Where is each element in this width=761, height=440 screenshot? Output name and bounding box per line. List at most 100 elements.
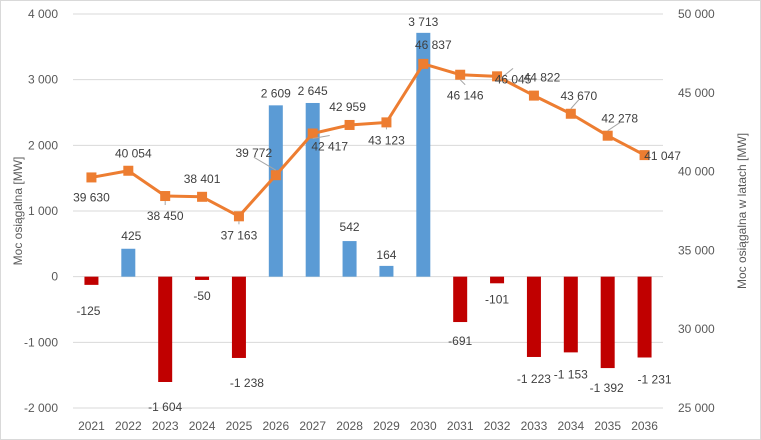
bar-data-label: 164 <box>376 248 396 262</box>
x-tick-label: 2025 <box>226 419 253 433</box>
leader-line <box>607 122 620 132</box>
x-tick-label: 2030 <box>410 419 437 433</box>
line-data-label: 46 146 <box>447 89 484 103</box>
x-tick-label: 2021 <box>78 419 105 433</box>
line-data-label: 39 772 <box>235 146 272 160</box>
bar <box>600 276 615 369</box>
y2-tick-label: 45 000 <box>678 86 715 100</box>
line-data-label: 42 417 <box>311 140 348 154</box>
line-marker <box>492 71 503 82</box>
y2-tick-label: 25 000 <box>678 401 715 415</box>
x-tick-label: 2035 <box>594 419 621 433</box>
y-tick-label: -2 000 <box>24 401 58 415</box>
leader-line <box>253 156 277 171</box>
line-data-label: 43 123 <box>368 133 405 147</box>
line-data-label: 44 822 <box>524 71 561 85</box>
bar-data-label: 3 713 <box>408 15 438 29</box>
bar-data-label: -101 <box>485 292 509 306</box>
x-tick-label: 2028 <box>336 419 363 433</box>
line-marker <box>639 150 650 161</box>
line-marker <box>455 69 466 80</box>
line-data-label: 42 278 <box>601 112 638 126</box>
bar-data-label: 2 645 <box>298 84 328 98</box>
line-data-label: 37 163 <box>221 228 258 242</box>
axis-ticks: -2 000 -1 000 0 1 000 2 000 3 000 4 000 25 000 3… <box>24 7 715 433</box>
y-tick-label: 1 000 <box>28 204 58 218</box>
line-data-label: 46 837 <box>415 38 452 52</box>
line-marker <box>270 170 281 181</box>
y-axis-title: Moc osiągalna [MW] <box>11 157 25 266</box>
bar <box>416 32 431 277</box>
line-marker <box>565 108 576 119</box>
series-line <box>91 62 646 218</box>
leader-lines <box>164 67 620 225</box>
line-marker <box>233 211 244 222</box>
x-tick-label: 2033 <box>521 419 548 433</box>
line-series <box>86 58 650 222</box>
line-marker <box>602 130 613 141</box>
y-tick-label: 0 <box>51 270 58 284</box>
x-tick-label: 2031 <box>447 419 474 433</box>
x-tick-label: 2023 <box>152 419 179 433</box>
bar-data-label: -1 392 <box>590 381 624 395</box>
x-tick-label: 2022 <box>115 419 142 433</box>
line-marker <box>381 117 392 128</box>
leader-line <box>312 135 330 140</box>
x-tick-label: 2027 <box>299 419 326 433</box>
bar-series <box>84 32 652 382</box>
line-data-label: 40 054 <box>115 147 152 161</box>
leader-line <box>570 99 580 110</box>
line-marker <box>197 191 208 202</box>
line-marker <box>160 191 171 202</box>
bar-data-label: -1 604 <box>148 400 182 414</box>
bar-data-label: -125 <box>76 304 100 318</box>
bar <box>563 276 578 353</box>
y-tick-label: 2 000 <box>28 138 58 152</box>
bar <box>526 276 541 357</box>
bar-data-label: -50 <box>193 289 211 303</box>
bar-data-label: -691 <box>448 334 472 348</box>
y2-axis-title: Moc osiągalna w latach [MW] <box>735 133 749 289</box>
bar-data-label: 542 <box>340 220 360 234</box>
bar <box>195 276 210 280</box>
bar <box>121 248 136 277</box>
bar <box>637 276 652 358</box>
line-data-label: 38 401 <box>184 172 221 186</box>
x-tick-label: 2032 <box>484 419 511 433</box>
y2-tick-label: 30 000 <box>678 322 715 336</box>
bar <box>379 265 394 277</box>
x-tick-label: 2036 <box>631 419 658 433</box>
bar <box>231 276 246 358</box>
bar <box>158 276 173 382</box>
y2-tick-label: 50 000 <box>678 7 715 21</box>
bar <box>305 102 320 277</box>
bar <box>490 276 505 284</box>
bar-data-label: -1 238 <box>230 376 264 390</box>
x-tick-label: 2024 <box>189 419 216 433</box>
line-data-label: 42 959 <box>329 100 366 114</box>
y2-tick-label: 40 000 <box>678 165 715 179</box>
bar-data-label: 425 <box>121 229 141 243</box>
line-data-label: 39 630 <box>73 190 110 204</box>
bar-data-label: -1 153 <box>554 367 588 381</box>
line-data-label: 38 450 <box>147 209 184 223</box>
line-marker <box>418 58 429 69</box>
bar <box>453 276 468 323</box>
y-tick-label: -1 000 <box>24 335 58 349</box>
leader-line <box>496 67 514 82</box>
line-data-label: 43 670 <box>560 89 597 103</box>
x-tick-label: 2029 <box>373 419 400 433</box>
line-data-label: 46 045 <box>495 72 532 86</box>
bar-data-label: 2 609 <box>261 86 291 100</box>
line-marker <box>123 165 134 176</box>
line-marker <box>307 128 318 139</box>
bar <box>342 241 357 277</box>
line-marker <box>344 119 355 130</box>
line-marker <box>86 172 97 183</box>
leader-line <box>459 79 466 86</box>
x-tick-label: 2034 <box>557 419 584 433</box>
x-tick-label: 2026 <box>262 419 289 433</box>
y2-tick-label: 35 000 <box>678 243 715 257</box>
y-tick-label: 3 000 <box>28 73 58 87</box>
